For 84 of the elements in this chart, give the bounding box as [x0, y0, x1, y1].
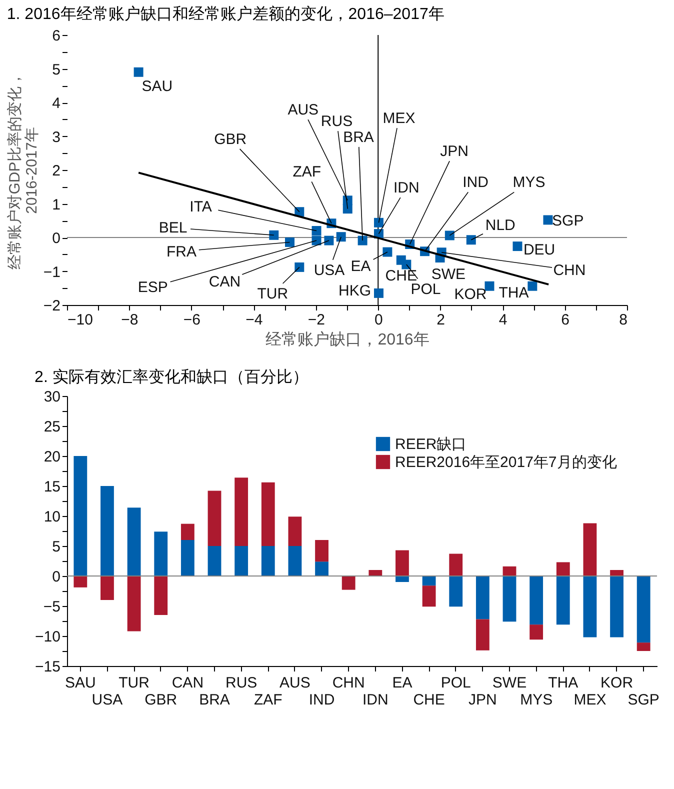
y-tick-label: −15	[35, 658, 60, 676]
annotation: ESP	[138, 278, 168, 296]
annotation: FRA	[166, 243, 196, 260]
y-tick-label: 6	[52, 28, 60, 44]
x-tick-label: 0	[374, 312, 383, 328]
y-tick-label: 25	[44, 418, 60, 436]
y-tick-label: 5	[52, 61, 60, 78]
annotation: TUR	[257, 286, 288, 303]
annotation: SGP	[552, 212, 584, 230]
annotation: GBR	[214, 130, 247, 148]
y-tick-label: 1	[52, 196, 60, 214]
annotation: USA	[314, 262, 345, 279]
x-tick-label: TUR	[118, 674, 150, 692]
y-tick-label: 10	[44, 508, 60, 526]
y-tick-label: 5	[52, 538, 60, 556]
x-tick-label: GBR	[144, 692, 178, 708]
y-tick-label: 2	[52, 162, 60, 180]
x-tick-label: MYS	[520, 692, 553, 708]
y-axis-title: 经常账户对GDP比率的变化，2016-2017年	[6, 72, 40, 270]
x-tick-label: USA	[92, 692, 123, 708]
annotation: CAN	[208, 273, 241, 290]
annotation: IND	[462, 174, 489, 192]
y-tick-label: 20	[44, 448, 60, 466]
y-tick-label: 0	[52, 568, 60, 586]
y-tick-label: 30	[44, 388, 60, 406]
x-tick-label: −8	[121, 312, 138, 328]
x-tick-label: KOR	[600, 674, 634, 692]
annotation: JPN	[440, 143, 469, 160]
y-tick-label: 3	[52, 128, 60, 146]
annotation: ZAF	[292, 164, 322, 181]
x-tick-label: −2	[308, 312, 325, 328]
y-tick-label: 0	[52, 230, 60, 247]
x-tick-label: CHN	[332, 674, 365, 692]
annotation: SAU	[142, 78, 173, 95]
annotation: EA	[350, 258, 371, 276]
x-tick-label: SGP	[628, 692, 660, 708]
x-tick-label: −6	[183, 312, 200, 328]
annotation: AUS	[288, 102, 319, 119]
x-tick-label: 8	[619, 312, 628, 328]
x-tick-label: CHE	[413, 692, 445, 708]
x-tick-label: 6	[561, 312, 570, 328]
y-tick-label: −1	[43, 264, 60, 281]
annotation: ITA	[190, 198, 212, 216]
legend-label: REER2016年至2017年7月的变化	[395, 454, 617, 471]
x-tick-label: RUS	[225, 674, 258, 692]
annotation: DEU	[523, 241, 556, 258]
x-tick-label: JPN	[468, 692, 497, 708]
y-tick-label: −2	[43, 298, 60, 314]
annotation: BEL	[158, 220, 188, 237]
x-tick-label: −4	[246, 312, 263, 328]
x-tick-label: 4	[498, 312, 508, 328]
y-tick-label: −10	[35, 628, 60, 646]
annotation: KOR	[454, 286, 487, 304]
annotation: THA	[498, 284, 529, 302]
annotation: MEX	[382, 110, 416, 128]
x-axis-title: 经常账户缺口，2016年	[266, 330, 430, 348]
x-tick-label: −10	[68, 312, 93, 328]
x-tick-label: MEX	[574, 692, 606, 708]
x-tick-label: SAU	[64, 674, 96, 692]
annotation: NLD	[485, 217, 516, 234]
annotation: MYS	[512, 174, 546, 192]
x-tick-label: CAN	[172, 674, 204, 692]
annotation: CHN	[553, 262, 586, 279]
annotation: RUS	[320, 113, 353, 130]
x-tick-label: THA	[548, 674, 578, 692]
x-tick-label: EA	[392, 674, 412, 692]
chart-title: 2. 实际有效汇率变化和缺口（百分比）	[34, 368, 308, 386]
y-tick-label: −5	[43, 598, 60, 616]
legend-label: REER缺口	[395, 436, 467, 453]
x-tick-label: BRA	[199, 692, 230, 708]
x-tick-label: AUS	[280, 674, 310, 692]
y-tick-label: 4	[52, 95, 60, 112]
annotation: SWE	[431, 266, 466, 283]
annotation: HKG	[338, 282, 372, 300]
annotation: IDN	[394, 180, 420, 197]
y-tick-label: 15	[44, 478, 60, 496]
x-tick-label: POL	[440, 674, 471, 692]
x-tick-label: IND	[308, 692, 335, 708]
x-tick-label: SWE	[492, 674, 527, 692]
x-tick-label: ZAF	[254, 692, 282, 708]
x-tick-label: 2	[436, 312, 446, 328]
x-tick-label: IDN	[362, 692, 388, 708]
annotation: BRA	[343, 128, 374, 146]
chart-title: 1. 2016年经常账户缺口和经常账户差额的变化，2016–2017年	[6, 5, 444, 23]
